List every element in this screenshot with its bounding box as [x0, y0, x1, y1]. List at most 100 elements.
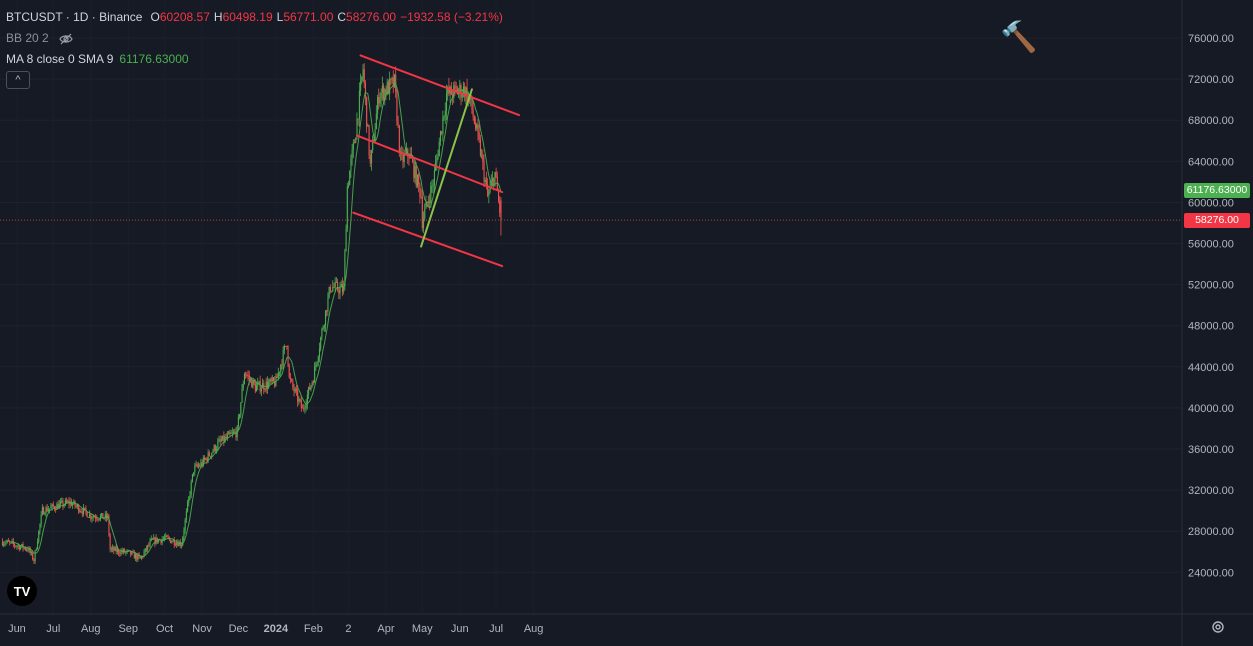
candle-body [455, 86, 457, 89]
candle-body [322, 327, 324, 330]
candle-body [235, 431, 237, 438]
candle-body [390, 78, 392, 80]
candle-body [242, 384, 244, 389]
candle-body [396, 91, 398, 122]
candle-body [154, 537, 156, 544]
candle-body [420, 196, 422, 198]
candle-body [79, 511, 81, 512]
legend-bb[interactable]: BB 20 2 [6, 30, 49, 45]
legend-collapse-button[interactable]: ^ [6, 70, 30, 89]
candle-body [383, 85, 385, 100]
candle-body [425, 201, 427, 209]
candle-body [254, 383, 256, 392]
legend-ma-row[interactable]: MA 8 close 0 SMA 9 61176.63000 [6, 48, 503, 69]
candle-body [327, 297, 329, 312]
candle-body [147, 545, 149, 550]
candle-body [109, 534, 111, 550]
candle-body [499, 200, 501, 213]
x-tick-label: Aug [524, 623, 544, 635]
tradingview-logo[interactable]: TV [7, 576, 37, 606]
candle-body [6, 540, 8, 543]
candle-body [306, 394, 308, 405]
candle-body [178, 541, 180, 546]
candle-body [454, 85, 456, 87]
candle-body [96, 518, 98, 520]
candle-body [222, 435, 224, 441]
candle-body [355, 138, 357, 144]
candle-body [387, 81, 390, 94]
candle-body [18, 545, 20, 550]
candle-body [258, 381, 260, 384]
y-tick-label: 56000.00 [1188, 239, 1234, 251]
candle-body [347, 185, 350, 187]
x-tick-label: Aug [81, 623, 101, 635]
y-tick-label: 40000.00 [1188, 403, 1234, 415]
candle-body [185, 511, 187, 520]
candle-body [343, 286, 345, 292]
candle-body [228, 432, 230, 435]
hammer-icon[interactable]: 🔨 [1000, 21, 1038, 54]
candle-body [331, 291, 333, 292]
legend-symbol[interactable]: BTCUSDT · 1D · Binance [6, 9, 143, 24]
candle-body [43, 507, 45, 515]
candle-body [471, 96, 473, 110]
candle-body [191, 473, 193, 482]
y-tick-label: 28000.00 [1188, 526, 1234, 538]
candle-body [133, 552, 135, 559]
legend-ohlc-row: BTCUSDT · 1D · Binance O 60208.57 H 60498.… [6, 6, 503, 27]
candle-body [16, 546, 18, 547]
candle-body [110, 548, 112, 550]
candle-body [266, 381, 269, 389]
candle-body [24, 547, 27, 550]
candle-body [30, 552, 33, 554]
candle-body [312, 382, 314, 384]
candle-body [156, 537, 158, 543]
candle-body [212, 451, 214, 453]
candle-body [7, 540, 10, 542]
candle-body [310, 385, 312, 390]
candle-body [314, 367, 316, 383]
candle-body [281, 364, 283, 366]
candle-body [299, 399, 301, 401]
candle-body [391, 77, 393, 80]
candle-body [63, 504, 65, 507]
candle-body [206, 458, 208, 462]
candle-body [269, 379, 271, 383]
candle-body [72, 504, 74, 506]
candle-body [115, 547, 117, 552]
y-tick-label: 64000.00 [1188, 156, 1234, 168]
candle-body [288, 364, 290, 378]
candle-body [413, 161, 415, 179]
legend-bb-row[interactable]: BB 20 2 [6, 27, 503, 48]
candle-body [259, 381, 261, 392]
candle-body [380, 92, 382, 99]
candle-body [379, 98, 381, 104]
candle-body [28, 548, 30, 551]
eye-off-icon[interactable] [59, 33, 73, 44]
y-tick-label: 68000.00 [1188, 115, 1234, 127]
candle-body [182, 537, 184, 546]
candle-body [158, 539, 160, 543]
candle-body [162, 538, 164, 540]
candle-body [397, 121, 399, 126]
candle-body [364, 83, 367, 98]
candle-body [333, 287, 335, 288]
candle-body [495, 172, 497, 177]
candle-body [220, 440, 223, 442]
legend-ma[interactable]: MA 8 close 0 SMA 9 [6, 51, 114, 66]
candle-body [447, 87, 449, 94]
candle-body [118, 549, 120, 554]
candle-body [81, 511, 83, 514]
candle-body [17, 545, 19, 547]
candle-body [114, 547, 116, 551]
settings-icon[interactable] [1211, 620, 1225, 634]
candle-body [311, 382, 313, 386]
candle-body [21, 544, 23, 547]
candle-body [253, 380, 255, 384]
candle-body [202, 457, 204, 466]
candle-body [141, 556, 143, 559]
candle-body [293, 387, 295, 392]
candle-body [416, 174, 419, 187]
